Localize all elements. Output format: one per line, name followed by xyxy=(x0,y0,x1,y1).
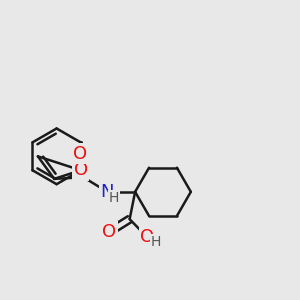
Text: H: H xyxy=(109,190,119,205)
Text: O: O xyxy=(73,145,87,163)
Text: O: O xyxy=(140,228,154,246)
Text: O: O xyxy=(103,223,117,241)
Text: N: N xyxy=(100,183,114,201)
Text: O: O xyxy=(74,161,88,179)
Text: H: H xyxy=(151,235,161,249)
